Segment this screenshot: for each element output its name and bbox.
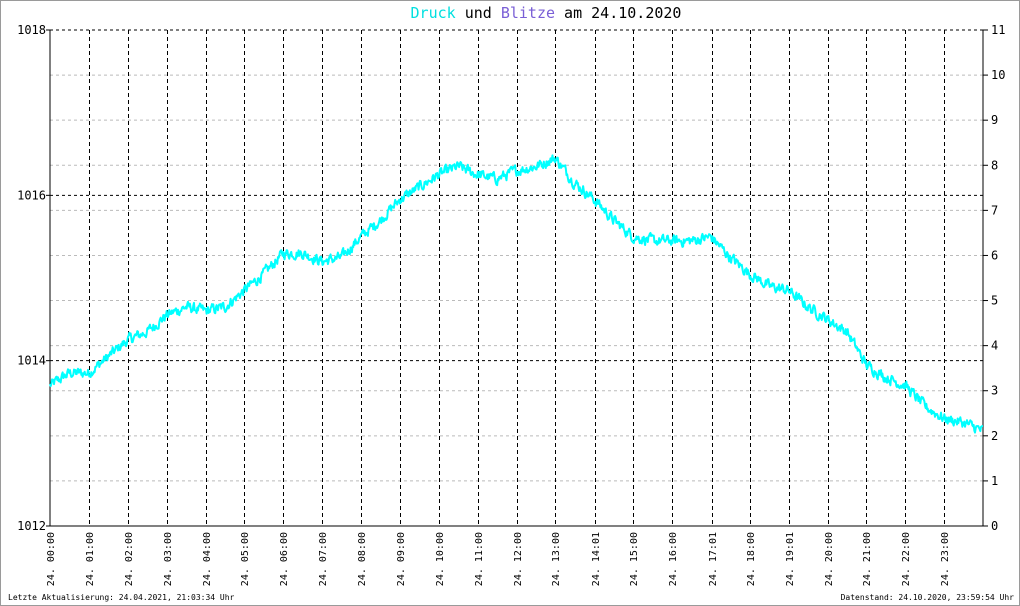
pressure-series-line	[49, 154, 984, 434]
x-tick-label: 24. 13:00	[551, 532, 562, 586]
x-tick-label: 24. 14:01	[591, 532, 602, 586]
x-tick-label: 24. 18:00	[746, 532, 757, 586]
x-tick-label: 24. 12:00	[513, 532, 524, 586]
x-tick-label: 24. 09:00	[396, 532, 407, 586]
y-right-tick-label: 10	[991, 68, 1005, 82]
x-tick-label: 24. 16:00	[668, 532, 679, 586]
y-right-tick-label: 1	[991, 474, 998, 488]
data-status-text: Datenstand: 24.10.2020, 23:59:54 Uhr	[840, 593, 1014, 602]
x-tick-label: 24. 08:00	[357, 532, 368, 586]
x-tick-label: 24. 15:00	[629, 532, 640, 586]
y-right-tick-label: 6	[991, 248, 998, 262]
y-right-tick-label: 3	[991, 384, 998, 398]
title-blitze: Blitze	[501, 4, 555, 22]
x-tick-label: 24. 20:00	[824, 532, 835, 586]
x-tick-label: 24. 04:00	[202, 532, 213, 586]
y-right-tick-label: 5	[991, 294, 998, 308]
x-tick-label: 24. 19:01	[785, 532, 796, 586]
y-left-tick-label: 1014	[17, 354, 46, 368]
y-left-tick-label: 1012	[17, 519, 46, 533]
y-right-tick-label: 0	[991, 519, 998, 533]
y-right-tick-label: 9	[991, 113, 998, 127]
y-right-tick-label: 2	[991, 429, 998, 443]
y-right-tick-label: 4	[991, 339, 998, 353]
x-tick-label: 24. 06:00	[279, 532, 290, 586]
y-right-tick-label: 11	[991, 23, 1005, 37]
x-tick-label: 24. 02:00	[124, 532, 135, 586]
x-tick-label: 24. 17:01	[708, 532, 719, 586]
y-left-tick-label: 1016	[17, 188, 46, 202]
x-tick-label: 24. 01:00	[85, 532, 96, 586]
x-tick-label: 24. 00:00	[46, 532, 57, 586]
tick-labels: 0 1 2 3 4 5 6 7 8 9 10 11 1012 1014 1016 1018 24. 00:00 2…	[17, 23, 1005, 586]
title-druck: Druck	[411, 4, 456, 22]
y-right-tick-label: 8	[991, 158, 998, 172]
x-tick-label: 24. 07:00	[318, 532, 329, 586]
axes	[46, 29, 988, 527]
title-date: am 24.10.2020	[555, 4, 681, 22]
chart-title: Druck und Blitze am 24.10.2020	[411, 4, 682, 22]
x-tick-label: 24. 23:00	[940, 532, 951, 586]
x-tick-label: 24. 11:00	[474, 532, 485, 586]
x-tick-label: 24. 05:00	[240, 532, 251, 586]
plot-area	[49, 154, 984, 434]
x-tick-label: 24. 21:00	[862, 532, 873, 586]
x-tick-label: 24. 22:00	[901, 532, 912, 586]
x-tick-label: 24. 10:00	[435, 532, 446, 586]
y-right-tick-label: 7	[991, 203, 998, 217]
x-tick-label: 24. 03:00	[163, 532, 174, 586]
last-update-text: Letzte Aktualisierung: 24.04.2021, 21:03…	[8, 593, 235, 602]
grid	[50, 30, 983, 526]
y-left-tick-label: 1018	[17, 23, 46, 37]
title-und: und	[456, 4, 501, 22]
